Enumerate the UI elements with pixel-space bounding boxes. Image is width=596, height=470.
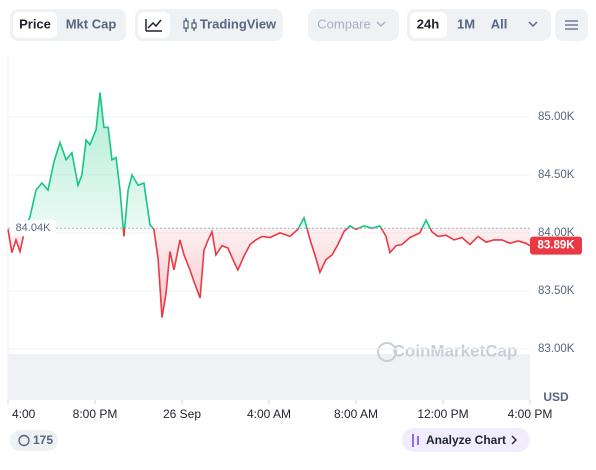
baseline-tag [10, 220, 56, 237]
y-tick-label: 84.00K [538, 227, 575, 239]
analyze-button[interactable] [402, 428, 530, 452]
range-all-button[interactable]: All [491, 16, 508, 31]
line-below [7, 228, 531, 318]
range-dropdown[interactable] [528, 21, 538, 28]
x-tick-label: 4:00 PM [508, 407, 553, 421]
candle-icon [191, 22, 197, 29]
range-24h-button[interactable] [410, 12, 447, 38]
x-tick-label: 4:00 [12, 407, 36, 421]
x-tick-label: 26 Sep [163, 407, 201, 421]
y-axis-label: USD [543, 390, 569, 404]
mkt-cap-button[interactable]: Mkt Cap [66, 16, 117, 31]
analyze-icon [412, 434, 419, 447]
badge-count[interactable]: 175 [33, 433, 53, 447]
chart-type-group [135, 9, 283, 41]
last-price-label: 83.89K [537, 240, 575, 252]
tradingview-button[interactable]: TradingView [200, 16, 277, 31]
candle-icon [183, 20, 189, 29]
watermark: CoinMarketCap [393, 341, 518, 360]
compare-button[interactable] [308, 9, 399, 41]
analyze-label[interactable]: Analyze Chart [426, 433, 506, 447]
y-tick-label: 83.50K [538, 285, 575, 297]
y-tick-label: 84.50K [538, 169, 575, 181]
x-tick-label: 12:00 PM [417, 407, 468, 421]
baseline-label: 84.04K [16, 222, 52, 234]
settings-icon [565, 20, 578, 30]
price-label[interactable]: Price [19, 16, 51, 31]
range-24h-label[interactable]: 24h [417, 16, 439, 31]
price-button[interactable] [13, 12, 57, 38]
badge-icon [18, 434, 30, 447]
chevron [511, 435, 517, 445]
x-tick-label: 8:00 PM [73, 407, 118, 421]
y-tick-label: 85.00K [538, 111, 575, 123]
x-tick-label: 8:00 AM [334, 407, 378, 421]
chevron [376, 21, 386, 28]
watermark-logo [377, 342, 397, 362]
area-above [8, 92, 530, 229]
last-price-tag [530, 236, 582, 255]
line-above [24, 92, 432, 229]
compare-label[interactable]: Compare [317, 16, 370, 31]
range-1m-button[interactable]: 1M [457, 16, 475, 31]
line-icon [145, 19, 162, 32]
volume-area [8, 354, 530, 400]
y-tick-label: 83.00K [538, 343, 575, 355]
x-tick-label: 4:00 AM [247, 407, 291, 421]
